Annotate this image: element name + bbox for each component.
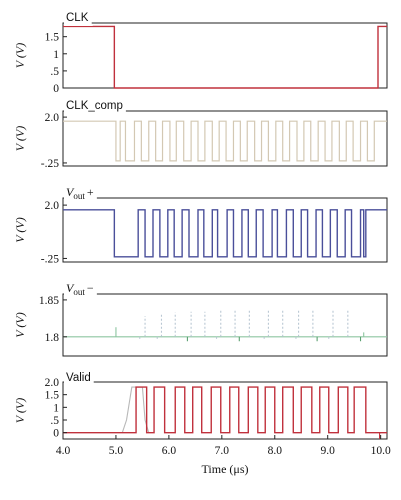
y-tick-label: .5	[50, 66, 59, 78]
panel-2: 2.0 -.25 V (V) CLK_comp	[13, 100, 388, 170]
series-line-1	[63, 25, 387, 89]
y-tick-label: -.25	[41, 253, 59, 265]
x-tick-label: 9.0	[321, 445, 336, 457]
panel-4: 1.85 1.8 V (V) Vout −	[13, 281, 388, 357]
y-tick-label: 1	[53, 402, 59, 414]
x-axis-label: Time (μs)	[202, 462, 249, 476]
y-tick-label: -.25	[41, 158, 59, 170]
series-line-2	[63, 386, 387, 434]
y-axis-label: V (V)	[13, 43, 27, 68]
panel-frame	[62, 22, 388, 89]
y-tick-label: 1	[53, 49, 59, 61]
title-backing	[64, 13, 93, 26]
x-tick-label: 5.0	[109, 445, 124, 457]
y-tick-label: 1.5	[45, 32, 60, 44]
panel-3: 2.0 -.25 V (V) Vout +	[13, 185, 388, 265]
x-tick-label: 8.0	[268, 445, 283, 457]
y-axis-label: V (V)	[13, 126, 27, 151]
y-tick-label: 2.0	[45, 112, 60, 124]
title-backing	[64, 101, 127, 114]
y-tick-label: 2.0	[45, 377, 60, 389]
y-tick-label: .5	[50, 415, 59, 427]
panel-title: Valid	[66, 372, 91, 384]
y-axis-label: V (V)	[13, 217, 27, 242]
x-tick-label: 4.0	[56, 445, 71, 457]
panel-frame	[62, 110, 388, 167]
panel-5: 2.01.51.50V (V)Valid	[13, 372, 388, 440]
panel-frame	[62, 197, 388, 263]
shared-x-axis: 4.0 5.0 6.0 7.0 8.0 9.0 10.0	[56, 435, 391, 457]
y-axis-label: V (V)	[13, 312, 27, 337]
x-tick-label: 7.0	[215, 445, 230, 457]
x-tick-label: 10.0	[371, 445, 391, 457]
y-axis-label: V (V)	[13, 398, 27, 423]
y-tick-label: 2.0	[45, 200, 60, 212]
panel-1: 1.51.50V (V)CLK	[13, 12, 388, 95]
title-backing	[64, 372, 95, 385]
panel-title: Vout +	[66, 185, 94, 201]
x-tick-label: 6.0	[162, 445, 177, 457]
y-tick-label: 1.85	[39, 295, 59, 307]
panel-title: CLK	[66, 12, 89, 24]
title-backing	[64, 284, 98, 297]
panel-frame	[62, 381, 388, 440]
series-line-1	[63, 209, 387, 258]
y-tick-label: 1.5	[45, 390, 60, 402]
y-tick-label: 0	[53, 428, 59, 440]
title-backing	[64, 188, 98, 201]
y-tick-label: 0	[53, 83, 59, 95]
y-tick-label: 1.8	[45, 332, 60, 344]
panel-title: Vout −	[66, 281, 94, 297]
series-line-1	[63, 120, 387, 162]
panel-frame	[62, 293, 388, 357]
panel-title: CLK_comp	[66, 100, 123, 112]
